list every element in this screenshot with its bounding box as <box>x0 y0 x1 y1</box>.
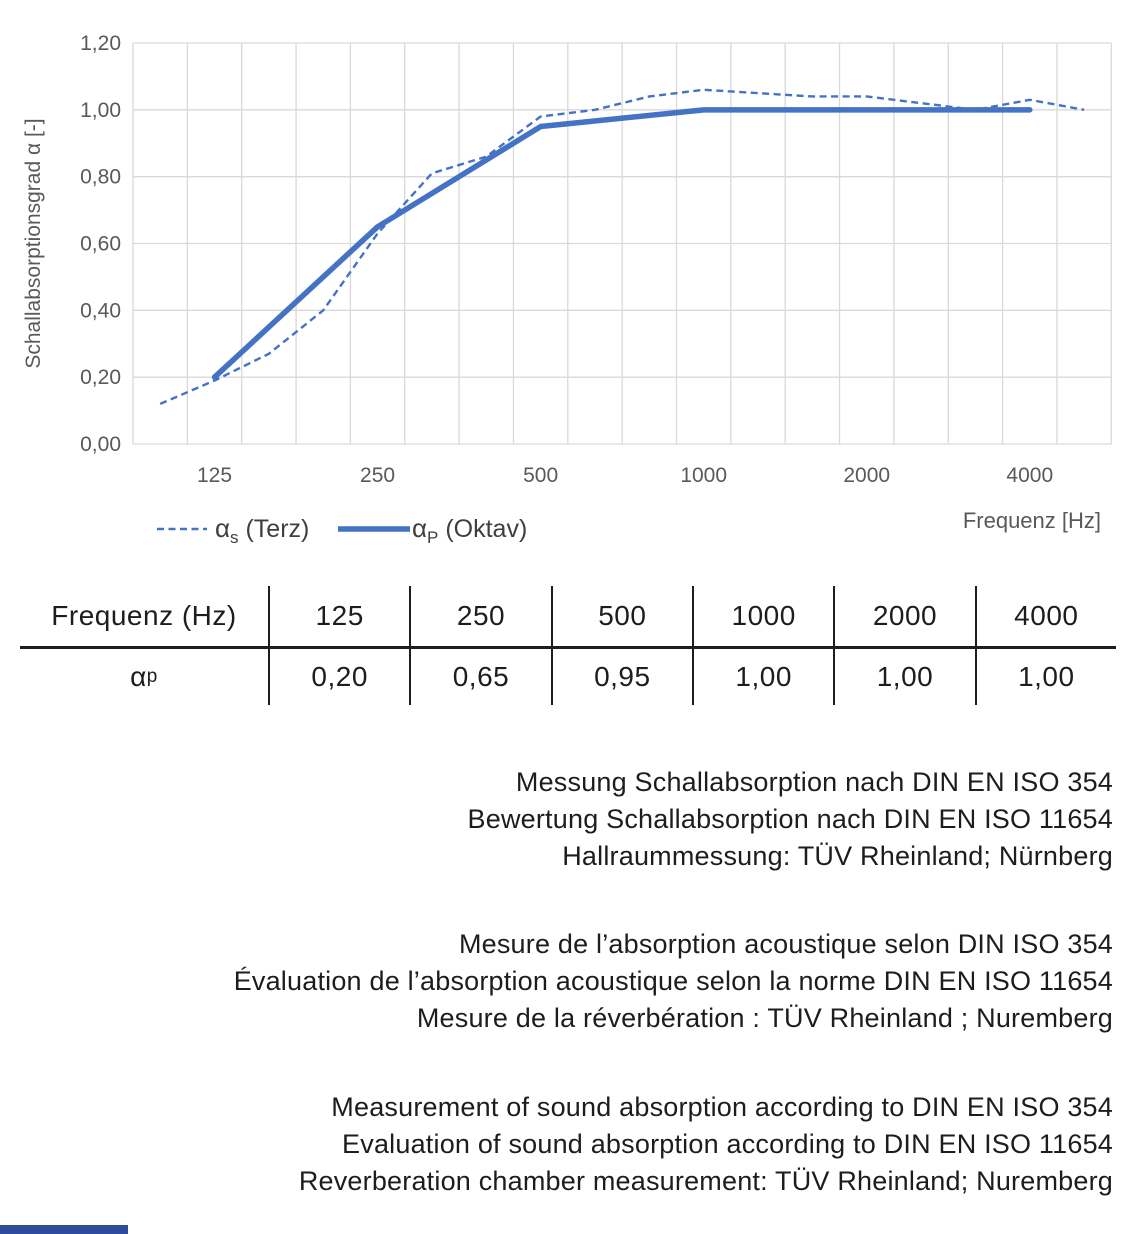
x-tick-label: 125 <box>197 464 232 487</box>
table-value-4000: 1,00 <box>974 649 1116 705</box>
note-line: Evaluation of sound absorption according… <box>342 1129 1113 1159</box>
note-line: Bewertung Schallabsorption nach DIN EN I… <box>467 804 1113 834</box>
y-tick-label: 0,40 <box>80 299 121 322</box>
footer-accent-bar <box>0 1225 128 1234</box>
note-line: Reverberation chamber measurement: TÜV R… <box>298 1166 1113 1196</box>
oktav-line <box>211 107 1033 380</box>
table-header-125: 125 <box>268 586 409 646</box>
table-header-1000: 1000 <box>691 586 833 646</box>
y-tick-label: 1,00 <box>80 99 121 122</box>
y-tick-label: 1,20 <box>80 32 121 55</box>
note-line: Hallraummessung: TÜV Rheinland; Nürnberg <box>562 841 1113 871</box>
x-tick-label: 1000 <box>680 464 727 487</box>
y-tick-label: 0,20 <box>80 366 121 389</box>
table-value-125: 0,20 <box>268 649 409 705</box>
y-tick-label: 0,00 <box>80 433 121 456</box>
y-tick-label: 0,80 <box>80 166 121 189</box>
table-header-4000: 4000 <box>974 586 1116 646</box>
note-line: Messung Schallabsorption nach DIN EN ISO… <box>515 767 1113 797</box>
x-tick-label: 2000 <box>843 464 890 487</box>
legend-terz-label: αs (Terz) <box>215 513 309 547</box>
notes-french: Mesure de l’absorption acoustique selon … <box>234 926 1113 1037</box>
table-header-frequency: Frequenz (Hz) <box>51 600 237 631</box>
notes-german: Messung Schallabsorption nach DIN EN ISO… <box>468 764 1113 875</box>
x-tick-label: 250 <box>360 464 395 487</box>
y-tick-label: 0,60 <box>80 233 121 256</box>
table-value-1000: 1,00 <box>691 649 833 705</box>
y-axis-title: Schallabsorptionsgrad α [-] <box>22 118 45 368</box>
note-line: Measurement of sound absorption accordin… <box>331 1092 1113 1122</box>
legend-oktav-label: αP (Oktav) <box>412 513 527 547</box>
alpha-symbol: α <box>130 661 147 692</box>
table-value-250: 0,65 <box>409 649 550 705</box>
sound-absorption-chart: 1,20 1,00 0,80 0,60 0,40 0,20 0,00 125 250 500 100… <box>22 32 1112 547</box>
note-line: Mesure de l’absorption acoustique selon … <box>458 929 1113 959</box>
x-axis-title: Frequenz [Hz] <box>963 508 1101 533</box>
x-tick-label: 4000 <box>1006 464 1053 487</box>
x-tick-label: 500 <box>523 464 558 487</box>
terz-line <box>159 88 1085 406</box>
note-line: Mesure de la réverbération : TÜV Rheinla… <box>416 1003 1113 1033</box>
table-header-row: Frequenz (Hz) 125 250 500 1000 2000 4000 <box>20 586 1116 649</box>
notes-english: Measurement of sound absorption accordin… <box>299 1089 1113 1200</box>
table-header-500: 500 <box>550 586 692 646</box>
table-header-2000: 2000 <box>833 586 974 646</box>
note-line: Évaluation de l’absorption acoustique se… <box>233 966 1113 996</box>
table-header-250: 250 <box>409 586 550 646</box>
frequency-table: Frequenz (Hz) 125 250 500 1000 2000 4000… <box>20 586 1116 705</box>
table-value-500: 0,95 <box>550 649 692 705</box>
table-value-2000: 1,00 <box>833 649 974 705</box>
